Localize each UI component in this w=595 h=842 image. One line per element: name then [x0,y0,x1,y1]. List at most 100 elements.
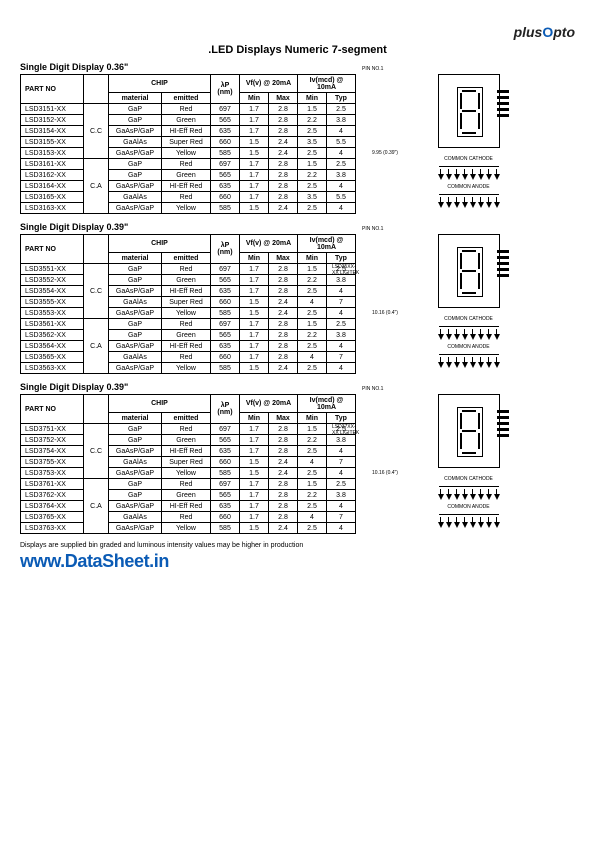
schema-label: COMMON CATHODE [362,156,575,162]
section-title: Single Digit Display 0.39" [20,222,575,232]
vf-max-cell: 2.8 [269,170,298,181]
emitted-cell: Green [162,490,211,501]
emitted-cell: Red [162,352,211,363]
part-cell: LSD3552-XX [21,275,84,286]
th-blank [84,395,109,424]
th-typ: Typ [327,93,356,104]
th-chip: CHIP [109,235,211,253]
iv-typ-cell: 2.5 [327,479,356,490]
vf-min-cell: 1.7 [240,126,269,137]
th-chip: CHIP [109,395,211,413]
iv-typ-cell: 4 [327,523,356,534]
emitted-cell: Green [162,115,211,126]
vf-min-cell: 1.7 [240,104,269,115]
vf-min-cell: 1.7 [240,424,269,435]
iv-typ-cell: 4 [327,341,356,352]
th-typ: Typ [327,253,356,264]
vf-max-cell: 2.8 [269,319,298,330]
material-cell: GaAsP/GaP [109,341,162,352]
data-row: LSD3165-XXGaAlAsRed6601.72.83.55.5 [21,192,356,203]
lp-cell: 585 [211,523,240,534]
data-row: LSD3555-XXGaAlAsSuper Red6601.52.447 [21,297,356,308]
emitted-cell: Yellow [162,308,211,319]
material-cell: GaAlAs [109,192,162,203]
data-row: LSD3762-XXGaPGreen5651.72.82.23.8 [21,490,356,501]
vf-max-cell: 2.8 [269,501,298,512]
vf-max-cell: 2.8 [269,275,298,286]
th-blank [84,235,109,264]
vf-min-cell: 1.5 [240,468,269,479]
schema-label: COMMON ANODE [362,504,575,510]
iv-typ-cell: 5.5 [327,192,356,203]
material-cell: GaAsP/GaP [109,468,162,479]
material-cell: GaAsP/GaP [109,446,162,457]
vf-max-cell: 2.4 [269,137,298,148]
part-cell: LSD3751-XX [21,424,84,435]
iv-min-cell: 2.5 [298,203,327,214]
th-min2: Min [298,253,327,264]
vf-max-cell: 2.8 [269,104,298,115]
iv-typ-cell: 4 [327,181,356,192]
part-cell: LSD3162-XX [21,170,84,181]
iv-typ-cell: 2.5 [327,159,356,170]
data-row: LSD3554-XXGaAsP/GaPHI-Eff Red6351.72.82.… [21,286,356,297]
material-cell: GaP [109,479,162,490]
iv-typ-cell: 4 [327,308,356,319]
th-max: Max [269,253,298,264]
data-row: LSD3764-XXGaAsP/GaPHI-Eff Red6351.72.82.… [21,501,356,512]
iv-min-cell: 1.5 [298,424,327,435]
iv-min-cell: 2.2 [298,330,327,341]
emitted-cell: Red [162,264,211,275]
material-cell: GaP [109,275,162,286]
iv-typ-cell: 3.8 [327,115,356,126]
iv-typ-cell: 7 [327,512,356,523]
vf-max-cell: 2.8 [269,330,298,341]
material-cell: GaP [109,319,162,330]
th-part: PART NO [21,235,84,264]
led-schematic [362,486,575,500]
emitted-cell: Super Red [162,137,211,148]
lp-cell: 585 [211,308,240,319]
part-cell: LSD3752-XX [21,435,84,446]
brand-pto: pto [553,24,575,40]
vf-min-cell: 1.7 [240,319,269,330]
emitted-cell: Green [162,435,211,446]
vf-min-cell: 1.7 [240,192,269,203]
led-schematic [362,166,575,180]
vf-min-cell: 1.7 [240,479,269,490]
th-iv: Iv(mcd) @ 10mA [298,75,356,93]
part-label: LSD37XX-XX LIGITEK [332,424,360,436]
section-title: Single Digit Display 0.36" [20,62,575,72]
material-cell: GaP [109,264,162,275]
data-row: LSD3564-XXGaAsP/GaPHI-Eff Red6351.72.82.… [21,341,356,352]
vf-max-cell: 2.4 [269,148,298,159]
emitted-cell: HI-Eff Red [162,341,211,352]
seven-segment-diagram [438,74,500,148]
lp-cell: 697 [211,424,240,435]
iv-min-cell: 2.5 [298,341,327,352]
iv-min-cell: 1.5 [298,159,327,170]
vf-max-cell: 2.4 [269,468,298,479]
website-link[interactable]: www.DataSheet.in [20,551,575,572]
emitted-cell: Yellow [162,203,211,214]
seven-segment-diagram [438,394,500,468]
vf-max-cell: 2.4 [269,363,298,374]
th-emitted: emitted [162,93,211,104]
lp-cell: 585 [211,148,240,159]
emitted-cell: HI-Eff Red [162,286,211,297]
data-row: LSD3154-XXGaAsP/GaPHI-Eff Red6351.72.82.… [21,126,356,137]
data-row: LSD3551-XXC.CGaPRed6971.72.81.52.5 [21,264,356,275]
vf-min-cell: 1.5 [240,363,269,374]
diagram-panel: PIN NO.112.9 (0.51")10.16 (0.4")LSD37XX-… [362,394,575,534]
vf-max-cell: 2.8 [269,479,298,490]
brand-logo: plusOpto [20,24,575,40]
vf-min-cell: 1.7 [240,330,269,341]
iv-typ-cell: 3.8 [327,275,356,286]
config-cell: C.C [84,264,109,319]
pin-label: PIN NO.1 [362,226,383,232]
iv-min-cell: 3.5 [298,192,327,203]
iv-min-cell: 2.5 [298,468,327,479]
material-cell: GaAlAs [109,137,162,148]
emitted-cell: Yellow [162,523,211,534]
lp-cell: 565 [211,170,240,181]
